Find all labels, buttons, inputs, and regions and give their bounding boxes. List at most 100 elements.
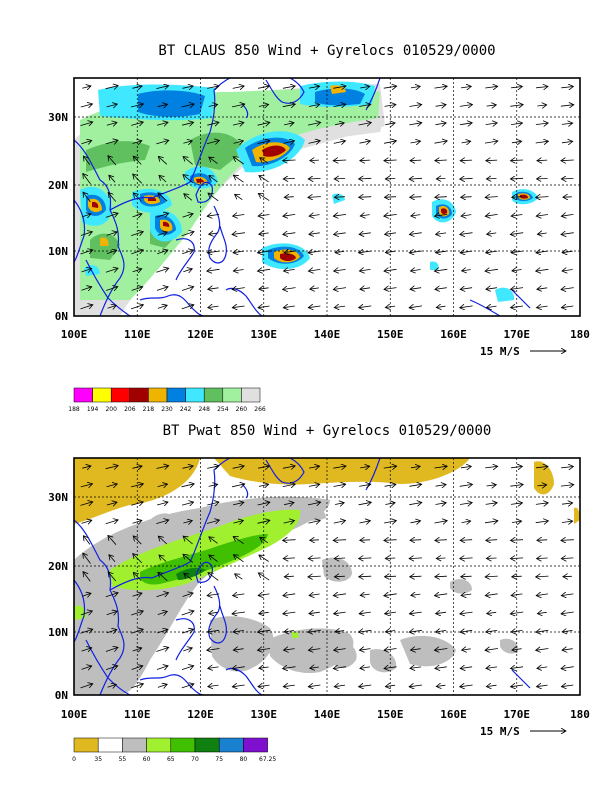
- wind-arrow: [259, 233, 269, 234]
- wind-arrow: [258, 193, 270, 201]
- wind-arrow: [108, 535, 117, 545]
- wind-arrow: [410, 288, 422, 290]
- wind-arrow: [561, 306, 574, 308]
- lat-tick: 10N: [48, 245, 68, 258]
- wind-arrow: [334, 197, 345, 198]
- wind-arrow: [335, 503, 344, 505]
- colorbar: 188 194 200 206 218 230 242 248 254 260 266: [68, 387, 266, 413]
- wind-arrow: [105, 666, 118, 670]
- colorbar-swatch: [243, 737, 268, 753]
- wind-arrow: [561, 558, 574, 559]
- wind-arrow: [536, 466, 548, 467]
- wind-arrow: [207, 630, 220, 632]
- wind-arrow: [536, 197, 549, 198]
- wind-arrow: [460, 612, 473, 614]
- wind-arrow: [511, 306, 524, 308]
- wind-arrow: [81, 648, 92, 651]
- wind-arrow: [156, 268, 168, 273]
- wind-arrow: [333, 288, 347, 290]
- wind-arrow: [485, 269, 498, 271]
- wind-arrow: [207, 86, 219, 89]
- wind-arrow: [258, 306, 270, 308]
- colorbar-swatch: [222, 387, 242, 403]
- wind-arrow: [208, 573, 219, 581]
- wind-arrow: [159, 555, 167, 562]
- wind-arrow: [385, 685, 396, 686]
- wind-arrow: [156, 520, 169, 524]
- colorbar-label: 75: [215, 756, 223, 763]
- wind-arrow: [384, 269, 397, 271]
- wind-arrow: [434, 649, 448, 651]
- wind-arrow: [157, 484, 168, 487]
- wind-arrow: [207, 214, 220, 216]
- wind-arrow: [207, 251, 220, 253]
- lon-axis: 100E 110E 120E 130E 140E 150E 160E 170E …: [61, 328, 590, 341]
- colorbar-swatch: [166, 387, 186, 403]
- wind-arrow: [359, 521, 371, 523]
- wind-arrow: [107, 305, 117, 308]
- wind-arrow: [486, 160, 498, 161]
- wind-arrow: [283, 612, 296, 614]
- wind-arrow: [411, 270, 421, 272]
- wind-arrow: [80, 104, 93, 107]
- wind-arrow: [359, 649, 371, 651]
- wind-arrow: [83, 536, 91, 545]
- wind-arrow: [308, 306, 321, 308]
- wind-arrow: [561, 521, 573, 522]
- wind-arrow: [486, 558, 497, 559]
- wind-arrow: [511, 215, 523, 217]
- wind-arrow: [537, 288, 548, 290]
- wind-arrow: [105, 647, 118, 652]
- wind-arrow: [385, 251, 396, 252]
- wind-arrow: [233, 521, 244, 524]
- wind-arrow: [460, 558, 473, 559]
- wind-arrow: [334, 612, 346, 614]
- wind-arrow: [308, 269, 321, 271]
- wind-arrow: [282, 104, 296, 107]
- wind-arrow: [334, 233, 346, 235]
- wind-arrow: [209, 233, 218, 234]
- colorbar-swatch: [73, 387, 93, 403]
- wind-arrow: [257, 122, 270, 125]
- wind-arrow: [561, 685, 574, 687]
- wind-arrow: [385, 558, 396, 559]
- wind-arrow: [486, 485, 497, 486]
- wind-arrow: [511, 540, 524, 541]
- wind-arrow: [537, 685, 548, 687]
- wind-arrow: [131, 122, 143, 125]
- wind-arrow: [208, 484, 218, 486]
- wind-arrow: [82, 466, 91, 468]
- wind-arrow: [157, 232, 168, 235]
- wind-arrow: [131, 611, 143, 615]
- wind-arrow: [383, 466, 397, 468]
- lat-tick: 0N: [55, 689, 68, 702]
- wind-arrow: [384, 667, 397, 669]
- wind-arrow: [409, 612, 422, 614]
- wind-arrow: [460, 288, 473, 290]
- wind-arrow: [232, 466, 245, 468]
- wind-arrow: [208, 193, 219, 202]
- wind-arrow: [536, 251, 549, 253]
- wind-arrow: [460, 160, 473, 161]
- wind-arrow: [105, 140, 118, 144]
- lat-tick: 30N: [48, 491, 68, 504]
- wind-arrow: [333, 160, 347, 161]
- wind-arrow: [283, 558, 295, 559]
- wind-arrow: [233, 251, 244, 253]
- colorbar-label: 248: [198, 406, 210, 413]
- colorbar-swatch: [122, 737, 147, 753]
- wind-arrow: [334, 558, 346, 559]
- wind-arrow: [436, 685, 446, 686]
- wind-arrow: [258, 649, 271, 651]
- wind-arrow: [232, 123, 244, 126]
- wind-arrow: [561, 503, 573, 504]
- wind-arrow: [510, 123, 523, 125]
- wind-arrow: [333, 540, 347, 541]
- wind-arrow: [80, 684, 93, 689]
- wind-arrow: [434, 141, 448, 143]
- wind-arrow: [182, 86, 194, 88]
- wind-arrow: [284, 503, 294, 505]
- wind-arrow: [360, 86, 370, 88]
- wind-arrow: [409, 178, 423, 179]
